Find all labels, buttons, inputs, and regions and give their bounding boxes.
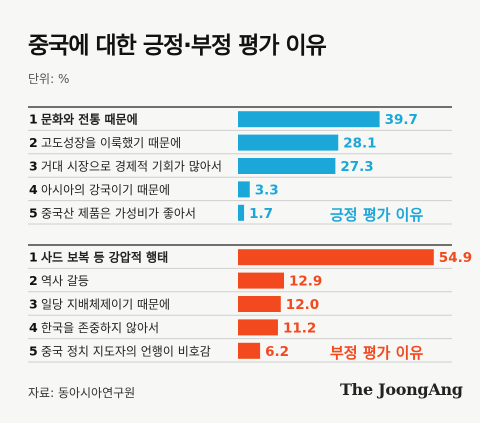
bar [238,158,336,174]
bar [238,134,339,151]
category-label: 거대 시장으로 경제적 기회가 많아서 [41,160,222,174]
page-title: 중국에 대한 긍정·부정 평가 이유 [28,33,327,59]
category-rank: 1 [29,112,38,127]
bar [238,342,261,359]
category-rank: 3 [29,159,38,174]
category-rank: 5 [29,205,38,220]
category-label: 일당 지배체제이기 때문에 [41,298,170,312]
bar [238,272,285,289]
value-label: 1.7 [249,206,273,222]
value-label: 12.0 [286,297,319,313]
bar [238,319,278,336]
value-label: 28.1 [343,136,376,152]
section-annotation: 부정 평가 이유 [330,344,423,362]
category-label: 아시아의 강국이기 때문에 [41,183,170,197]
value-label: 3.3 [255,182,279,198]
category-rank: 3 [29,297,38,312]
value-label: 54.9 [439,250,472,266]
brand-logo: The JoongAng [340,380,463,399]
unit-label: 단위: % [28,72,70,86]
category-rank: 2 [29,273,38,288]
category-label: 중국산 제품은 가성비가 좋아서 [41,206,196,220]
bar [238,181,250,198]
value-label: 39.7 [385,112,418,128]
category-label: 사드 보복 등 강압적 행태 [41,250,168,265]
bar [238,204,245,221]
category-label: 한국을 존중하지 않아서 [41,321,159,335]
category-rank: 5 [29,343,38,358]
category-rank: 4 [29,182,38,197]
bar [238,111,380,128]
category-rank: 1 [29,250,38,265]
value-label: 12.9 [289,274,322,290]
bar [238,296,281,312]
category-label: 문화와 전통 때문에 [41,112,138,127]
category-label: 중국 정치 지도자의 언행이 비호감 [41,343,211,358]
value-label: 11.2 [283,320,316,336]
category-rank: 4 [29,320,38,335]
section-annotation: 긍정 평가 이유 [330,206,423,224]
value-label: 6.2 [265,344,289,360]
category-label: 역사 갈등 [41,274,89,288]
bar [238,249,434,266]
value-label: 27.3 [340,159,373,175]
category-rank: 2 [29,135,38,150]
source-label: 자료: 동아시아연구원 [28,386,136,400]
category-label: 고도성장을 이룩했기 때문에 [41,136,181,150]
